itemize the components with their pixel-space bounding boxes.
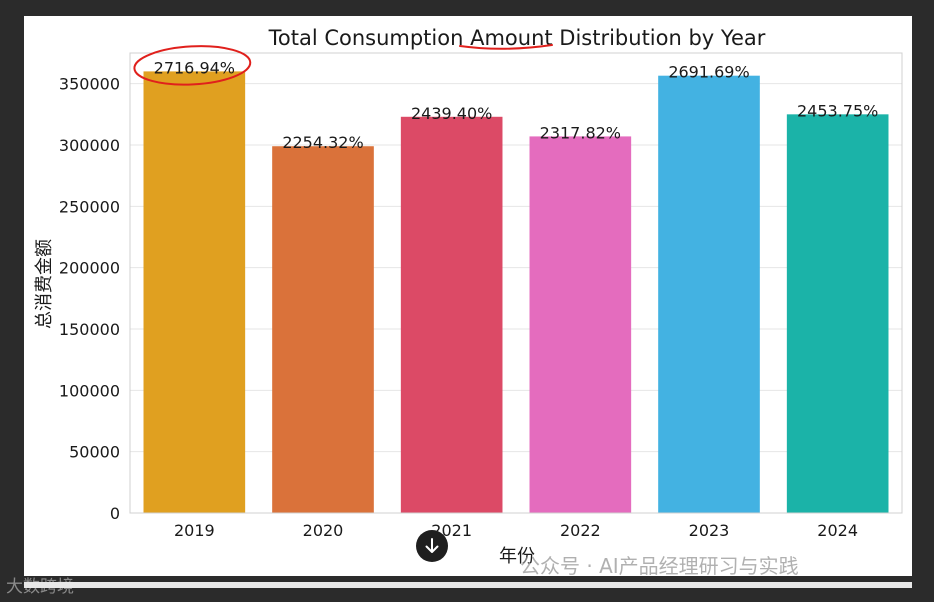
bars — [143, 71, 889, 514]
bar-2023 — [658, 75, 760, 513]
bar-2019 — [143, 71, 246, 514]
bar-2024 — [786, 114, 889, 513]
bottom-strip — [24, 582, 912, 588]
chart-title: Total Consumption Amount Distribution by… — [268, 26, 766, 50]
data-label-2024: 2453.75% — [797, 101, 878, 120]
y-tick-label: 100000 — [59, 381, 120, 400]
arrow-down-icon — [425, 538, 439, 553]
x-tick-label: 2022 — [560, 521, 601, 540]
x-axis-label: 年份 — [499, 546, 535, 567]
chart-frame: 0 50000 100000 150000 200000 250000 300000 3500… — [24, 16, 912, 576]
data-label-2023: 2691.69% — [668, 63, 749, 82]
bar-2021 — [400, 116, 503, 513]
grid-lines — [130, 83, 902, 514]
data-label-2020: 2254.32% — [282, 133, 363, 152]
plot-border — [129, 52, 903, 514]
y-tick-label: 50000 — [69, 443, 120, 462]
data-label-2021: 2439.40% — [411, 104, 492, 123]
bar-2022 — [529, 136, 632, 513]
annotation-underline — [459, 44, 553, 50]
annotation-circle — [133, 45, 252, 86]
bar-2020 — [272, 146, 374, 513]
y-axis-label: 总消费金额 — [34, 239, 55, 329]
x-tick-label: 2023 — [689, 521, 730, 540]
y-tick-label: 0 — [110, 504, 120, 523]
data-label-2019: 2716.94% — [154, 58, 235, 77]
x-tick-label: 2019 — [174, 521, 215, 540]
y-tick-label: 150000 — [59, 320, 120, 339]
data-labels: 2716.94% 2254.32% 2439.40% 2317.82% 2691.69%… — [154, 58, 879, 152]
y-tick-label: 300000 — [59, 136, 120, 155]
x-tick-label: 2020 — [303, 521, 344, 540]
data-label-2022: 2317.82% — [540, 123, 621, 142]
bar-chart: 0 50000 100000 150000 200000 250000 300000 3500… — [34, 26, 903, 567]
scroll-down-button[interactable] — [416, 530, 448, 562]
y-tick-label: 200000 — [59, 259, 120, 278]
y-tick-label: 250000 — [59, 197, 120, 216]
red-annotations — [133, 44, 553, 86]
y-tick-label: 350000 — [59, 75, 120, 94]
watermark: 公众号 · AI产品经理研习与实践 — [520, 554, 799, 578]
axes: 0 50000 100000 150000 200000 250000 300000 3500… — [59, 52, 903, 540]
x-tick-label: 2024 — [817, 521, 858, 540]
